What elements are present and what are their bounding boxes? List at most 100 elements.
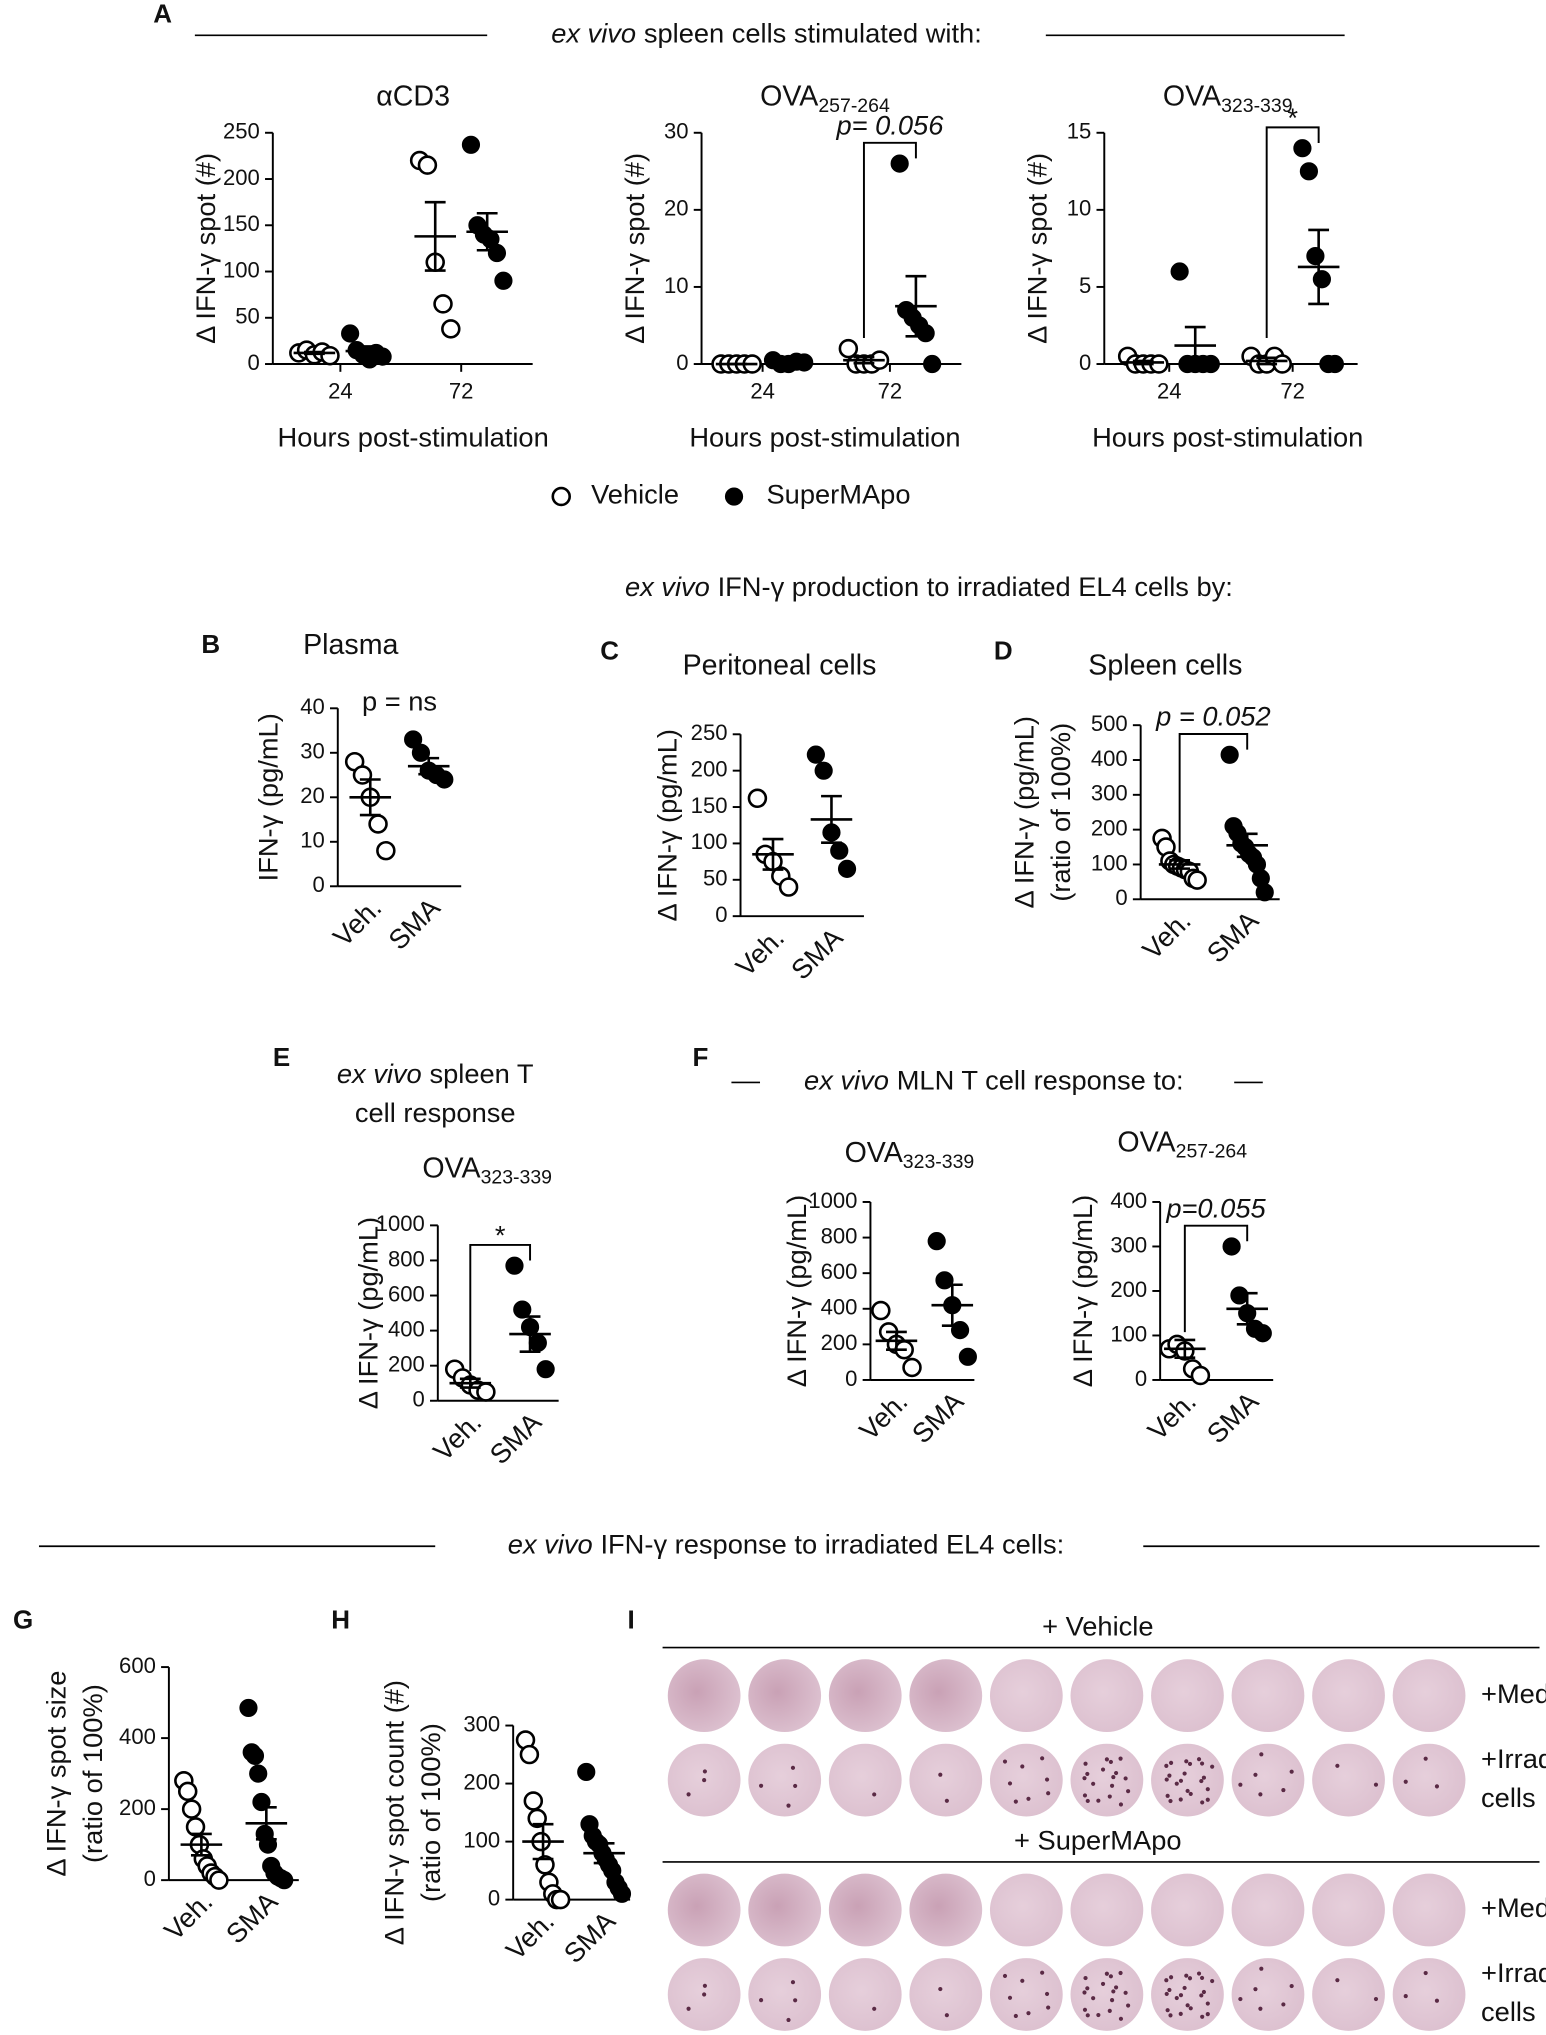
spot bbox=[1096, 2012, 1101, 2018]
spot bbox=[1100, 1767, 1106, 1772]
spot bbox=[702, 1769, 707, 1774]
y-axis-label: Δ IFN-γ spot (#) bbox=[1022, 153, 1053, 344]
spot bbox=[1165, 1793, 1170, 1798]
x-tick-label: SMA bbox=[1201, 904, 1265, 968]
well bbox=[1070, 1958, 1144, 2031]
well bbox=[828, 1873, 902, 1947]
data-point bbox=[814, 761, 833, 780]
spot bbox=[1434, 1784, 1440, 1789]
error-bar bbox=[778, 360, 799, 365]
x-axis-label: Hours post-stimulation bbox=[1092, 422, 1363, 453]
y-tick-label: 0 bbox=[413, 1387, 425, 1412]
data-point bbox=[527, 1808, 547, 1829]
error-bar bbox=[905, 274, 927, 338]
x-tick-label: SMA bbox=[483, 1406, 547, 1470]
data-point bbox=[435, 770, 454, 789]
chart-title: OVA323-339 bbox=[1163, 80, 1293, 117]
data-point bbox=[476, 1382, 496, 1402]
data-point bbox=[837, 859, 857, 878]
x-tick-label: Veh. bbox=[1136, 905, 1197, 966]
panel-letter: C bbox=[600, 635, 619, 665]
y-tick-label: 500 bbox=[1091, 711, 1128, 736]
spot bbox=[1185, 1788, 1190, 1794]
spot bbox=[1107, 2008, 1112, 2013]
data-point bbox=[612, 1884, 632, 1903]
spot bbox=[1026, 1796, 1031, 1801]
spot bbox=[1123, 1776, 1128, 1781]
error-bar bbox=[1174, 1338, 1196, 1360]
spot bbox=[1109, 1783, 1115, 1788]
well bbox=[1312, 1958, 1385, 2031]
spot bbox=[1108, 1759, 1113, 1765]
spot bbox=[1188, 2006, 1193, 2011]
data-point bbox=[239, 1698, 258, 1718]
y-axis-label: Δ IFN-γ (pg/mL) bbox=[1009, 716, 1040, 908]
spot bbox=[1164, 1763, 1169, 1768]
section-header: ex vivo spleen T bbox=[337, 1058, 534, 1089]
spot bbox=[1178, 1778, 1184, 1783]
x-tick-label: Veh. bbox=[1141, 1386, 1202, 1447]
spot bbox=[1085, 1986, 1090, 1991]
spot bbox=[1118, 1756, 1123, 1761]
data-point bbox=[838, 338, 859, 359]
chart-title: OVA323-339 bbox=[422, 1152, 552, 1189]
error-bar bbox=[1132, 359, 1154, 366]
x-tick-label: Veh. bbox=[158, 1886, 219, 1947]
spot bbox=[1205, 2001, 1210, 2006]
significance-bracket bbox=[1178, 733, 1249, 853]
spot bbox=[1434, 1998, 1440, 2003]
spot bbox=[1178, 1993, 1184, 1998]
well bbox=[1231, 1743, 1305, 1817]
data-point bbox=[1255, 883, 1274, 902]
well bbox=[1231, 1659, 1305, 1733]
data-point bbox=[927, 1232, 946, 1251]
y-tick-label: 10 bbox=[1067, 196, 1092, 221]
spot bbox=[1040, 1970, 1045, 1975]
y-tick-label: 100 bbox=[223, 257, 260, 282]
data-point bbox=[528, 1333, 547, 1352]
spot bbox=[1253, 1772, 1258, 1777]
y-tick-label: 30 bbox=[664, 119, 689, 144]
y-axis-label: Δ IFN-γ spot size bbox=[41, 1671, 72, 1877]
spot bbox=[1114, 1770, 1119, 1776]
spot bbox=[1082, 1990, 1087, 1995]
error-bar bbox=[459, 1377, 481, 1389]
spot bbox=[793, 1783, 798, 1788]
y-axis-label: (ratio of 100%) bbox=[77, 1684, 108, 1863]
y-tick-label: 200 bbox=[463, 1769, 500, 1794]
header-italic: ex vivo bbox=[337, 1058, 422, 1089]
title-text: OVA bbox=[1117, 1126, 1175, 1158]
panel-letter: B bbox=[201, 629, 220, 659]
y-tick-label: 0 bbox=[1115, 885, 1127, 910]
panel-letter: I bbox=[627, 1604, 634, 1634]
spot bbox=[1196, 1971, 1202, 1976]
error-bar bbox=[519, 1315, 541, 1353]
spot bbox=[1100, 1981, 1106, 1986]
y-tick-label: 150 bbox=[691, 793, 728, 818]
spot bbox=[1199, 1993, 1204, 1998]
data-point bbox=[320, 345, 340, 366]
error-bar bbox=[821, 794, 842, 844]
chart-title: Spleen cells bbox=[1088, 649, 1242, 681]
row-label: +Med. bbox=[1481, 1892, 1546, 1923]
spot bbox=[1182, 1985, 1187, 1991]
spot bbox=[1044, 1991, 1050, 1997]
spot bbox=[1082, 1793, 1088, 1798]
title-subscript: 257-264 bbox=[818, 95, 890, 117]
spot bbox=[1013, 2013, 1018, 2019]
x-tick-label: 24 bbox=[1157, 378, 1182, 403]
title-text: Spleen cells bbox=[1088, 649, 1242, 681]
x-tick-label: 24 bbox=[328, 378, 353, 403]
spot bbox=[1082, 1776, 1087, 1781]
spot bbox=[1026, 2011, 1031, 2016]
spot bbox=[1091, 1781, 1096, 1786]
spot bbox=[1185, 2003, 1190, 2008]
spot bbox=[1184, 1759, 1189, 1764]
y-tick-label: 250 bbox=[691, 720, 728, 745]
spot bbox=[1040, 1756, 1045, 1761]
spot bbox=[702, 1992, 707, 1997]
data-point bbox=[177, 1781, 198, 1802]
title-subscript: 323-339 bbox=[481, 1167, 552, 1189]
spot bbox=[1281, 2002, 1286, 2007]
spot bbox=[1258, 1792, 1263, 1797]
